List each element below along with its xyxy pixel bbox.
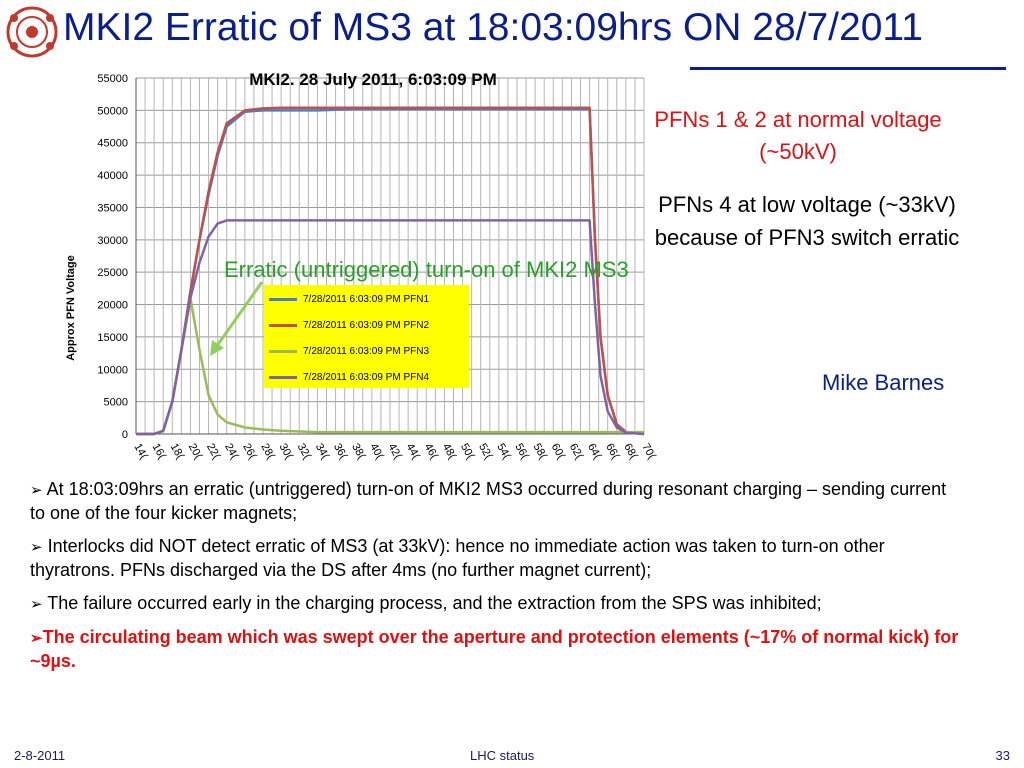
annotation-line: PFNs 4 at low voltage (~33kV) <box>658 192 956 217</box>
y-tick-label: 15000 <box>97 332 128 344</box>
author-name: Mike Barnes <box>822 370 945 395</box>
legend-entry-pfn4: 7/28/2011 6:03:09 PM PFN4 <box>269 369 469 385</box>
annotation-low-voltage: PFNs 4 at low voltage (~33kV) because of… <box>608 188 1006 254</box>
legend-entry-pfn1: 7/28/2011 6:03:09 PM PFN1 <box>269 291 469 307</box>
x-tick-label: 26( <box>240 442 259 462</box>
x-tick-label: 56( <box>512 442 531 462</box>
x-tick-label: 14( <box>131 442 150 462</box>
bullet-item-highlight: ➢The circulating beam which was swept ov… <box>30 626 960 673</box>
y-tick-label: 20000 <box>97 300 128 312</box>
legend-swatch <box>269 349 297 353</box>
x-tick-label: 22( <box>204 442 223 462</box>
y-axis-label: Approx PFN Voltage <box>65 255 77 361</box>
legend-entry-pfn3: 7/28/2011 6:03:09 PM PFN3 <box>269 343 469 359</box>
chart-plot-area: 0 5000 10000 15000 20000 25000 30000 35000 40000… <box>97 73 658 462</box>
x-tick-label: 42( <box>385 442 404 462</box>
x-tick-label: 64( <box>585 442 604 462</box>
y-tick-label: 0 <box>122 429 128 441</box>
bullet-arrow-icon: ➢ <box>30 596 43 613</box>
chart-title: MKI2. 28 July 2011, 6:03:09 PM <box>249 70 497 89</box>
x-tick-label: 46( <box>422 442 441 462</box>
legend-label: 7/28/2011 6:03:09 PM PFN3 <box>303 345 430 357</box>
y-tick-label: 10000 <box>97 364 128 376</box>
bullet-item: ➢ The failure occurred early in the char… <box>30 592 960 616</box>
pfn-voltage-chart: 0 5000 10000 15000 20000 25000 30000 35000 40000… <box>56 56 690 468</box>
legend-swatch <box>269 323 297 327</box>
legend-label: 7/28/2011 6:03:09 PM PFN4 <box>303 371 430 383</box>
y-tick-label: 5000 <box>104 397 128 409</box>
chart-legend: 7/28/2011 6:03:09 PM PFN1 7/28/2011 6:03… <box>264 285 469 388</box>
bullet-arrow-icon: ➢ <box>30 630 43 647</box>
x-tick-label: 20( <box>186 442 205 462</box>
legend-label: 7/28/2011 6:03:09 PM PFN2 <box>303 319 430 331</box>
annotation-line: (~50kV) <box>759 139 837 164</box>
bullet-list: ➢ At 18:03:09hrs an erratic (untriggered… <box>30 478 960 683</box>
x-tick-label: 58( <box>531 442 550 462</box>
legend-label: 7/28/2011 6:03:09 PM PFN1 <box>303 293 430 305</box>
bullet-text: The failure occurred early in the chargi… <box>47 593 822 613</box>
bullet-item: ➢ At 18:03:09hrs an erratic (untriggered… <box>30 478 960 525</box>
y-tick-label: 45000 <box>97 138 128 150</box>
y-tick-label: 35000 <box>97 202 128 214</box>
cern-lhc-logo-icon <box>6 6 58 58</box>
x-tick-label: 68( <box>621 442 640 462</box>
y-tick-label: 50000 <box>97 105 128 117</box>
x-tick-label: 48( <box>440 442 459 462</box>
legend-swatch <box>269 297 297 301</box>
title-rule <box>690 67 1006 70</box>
x-tick-label: 54( <box>494 442 513 462</box>
legend-swatch <box>269 375 297 379</box>
x-tick-label: 60( <box>549 442 568 462</box>
legend-entry-pfn2: 7/28/2011 6:03:09 PM PFN2 <box>269 317 469 333</box>
footer-title: LHC status <box>470 748 535 763</box>
page-number: 33 <box>995 748 1010 763</box>
y-tick-label: 40000 <box>97 170 128 182</box>
x-tick-label: 70( <box>639 442 658 462</box>
bullet-text: Interlocks did NOT detect erratic of MS3… <box>30 536 885 580</box>
x-tick-label: 38( <box>349 442 368 462</box>
y-tick-label: 55000 <box>97 73 128 85</box>
x-tick-label: 44( <box>404 442 423 462</box>
x-tick-label: 52( <box>476 442 495 462</box>
bullet-text: At 18:03:09hrs an erratic (untriggered) … <box>30 479 947 523</box>
x-tick-label: 34( <box>313 442 332 462</box>
annotation-normal-voltage: PFNs 1 & 2 at normal voltage (~50kV) <box>612 104 984 168</box>
x-tick-label: 50( <box>458 442 477 462</box>
annotation-erratic: Erratic (untriggered) turn-on of MKI2 MS… <box>224 257 629 282</box>
x-tick-label: 16( <box>150 442 169 462</box>
annotation-arrow-icon <box>210 281 264 356</box>
bullet-arrow-icon: ➢ <box>30 482 43 499</box>
x-tick-label: 32( <box>295 442 314 462</box>
x-tick-label: 24( <box>222 442 241 462</box>
x-tick-label: 30( <box>277 442 296 462</box>
x-tick-label: 36( <box>331 442 350 462</box>
series-line-pfn4 <box>136 219 645 436</box>
x-tick-label: 28( <box>258 442 277 462</box>
bullet-arrow-icon: ➢ <box>30 539 43 556</box>
x-tick-label: 62( <box>567 442 586 462</box>
x-tick-label: 66( <box>603 442 622 462</box>
bullet-text: The circulating beam which was swept ove… <box>30 627 959 671</box>
x-tick-label: 18( <box>168 442 187 462</box>
bullet-item: ➢ Interlocks did NOT detect erratic of M… <box>30 535 960 582</box>
footer-date: 2-8-2011 <box>14 748 66 763</box>
annotation-line: because of PFN3 switch erratic <box>654 225 960 250</box>
annotation-line: PFNs 1 & 2 at normal voltage <box>654 107 942 132</box>
slide-title: MKI2 Erratic of MS3 at 18:03:09hrs ON 28… <box>63 6 923 49</box>
x-tick-label: 40( <box>367 442 386 462</box>
y-tick-label: 30000 <box>97 235 128 247</box>
y-tick-label: 25000 <box>97 267 128 279</box>
